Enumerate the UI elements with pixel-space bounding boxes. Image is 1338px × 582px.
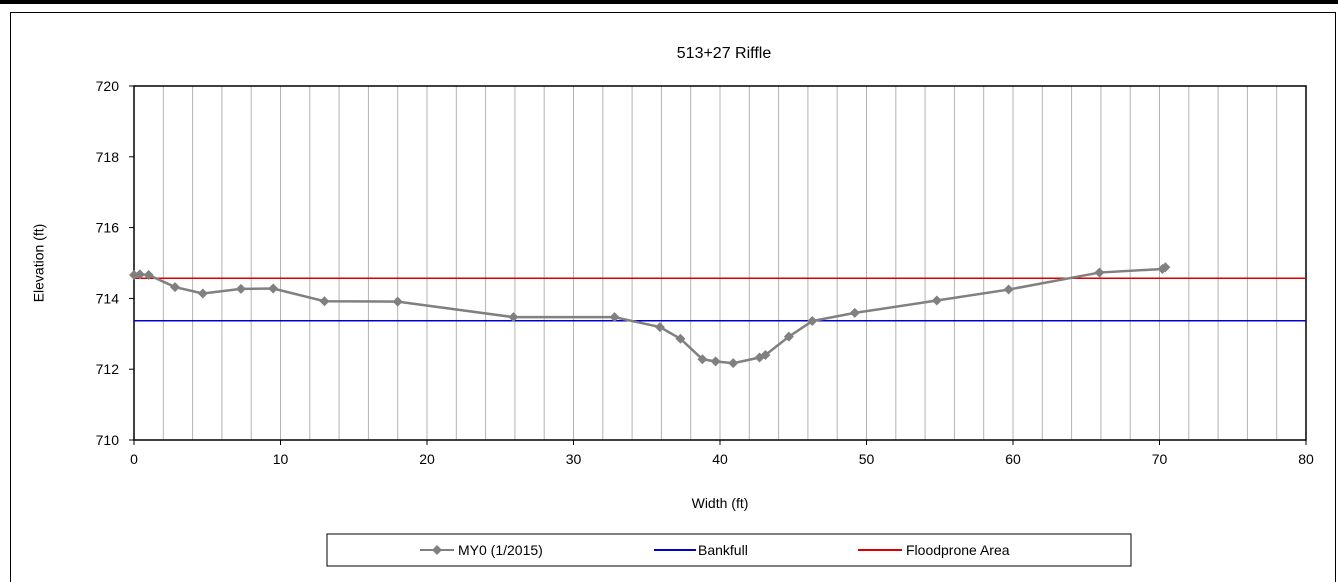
survey-point xyxy=(783,331,794,342)
y-tick-label: 714 xyxy=(96,290,120,306)
survey-point xyxy=(319,296,330,307)
survey-point xyxy=(1003,284,1014,295)
survey-point xyxy=(170,282,181,293)
chart-frame xyxy=(10,12,1336,582)
survey-line xyxy=(133,266,1167,365)
survey-point xyxy=(268,283,279,294)
survey-point xyxy=(143,270,154,281)
survey-point xyxy=(675,333,686,344)
survey-point xyxy=(849,307,860,318)
y-tick-label: 720 xyxy=(96,78,120,94)
x-tick-label: 10 xyxy=(273,451,289,467)
survey-point xyxy=(760,350,771,361)
x-tick-label: 20 xyxy=(419,451,435,467)
y-axis-label: Elevation (ft) xyxy=(31,224,47,303)
survey-point xyxy=(710,356,721,367)
x-tick-label: 60 xyxy=(1005,451,1021,467)
chart-title: 513+27 Riffle xyxy=(677,45,772,62)
survey-point xyxy=(392,296,403,307)
survey-point xyxy=(807,316,818,327)
x-tick-label: 40 xyxy=(712,451,728,467)
legend-box xyxy=(326,533,1132,567)
y-tick-label: 710 xyxy=(96,432,120,448)
survey-point xyxy=(697,354,708,365)
legend-marker xyxy=(432,545,442,555)
x-axis-label: Width (ft) xyxy=(692,495,749,511)
survey-point xyxy=(654,322,665,333)
x-tick-label: 0 xyxy=(130,451,138,467)
survey-point xyxy=(728,358,739,369)
survey-point xyxy=(609,312,620,323)
y-tick-label: 718 xyxy=(96,149,120,165)
legend-label: MY0 (1/2015) xyxy=(458,542,543,558)
legend-label: Floodprone Area xyxy=(906,542,1010,558)
y-tick-label: 712 xyxy=(96,361,120,377)
x-tick-label: 70 xyxy=(1152,451,1168,467)
top-border xyxy=(0,0,1338,4)
survey-point xyxy=(134,269,145,280)
survey-point xyxy=(1160,262,1171,273)
survey-point xyxy=(129,270,139,281)
x-tick-label: 80 xyxy=(1298,451,1314,467)
y-tick-label: 716 xyxy=(96,220,120,236)
survey-point xyxy=(197,288,208,299)
survey-point xyxy=(508,312,519,323)
survey-point xyxy=(931,295,942,306)
x-tick-label: 50 xyxy=(859,451,875,467)
survey-point xyxy=(235,283,246,294)
legend-label: Bankfull xyxy=(698,542,748,558)
survey-point xyxy=(1094,267,1105,278)
x-tick-label: 30 xyxy=(566,451,582,467)
